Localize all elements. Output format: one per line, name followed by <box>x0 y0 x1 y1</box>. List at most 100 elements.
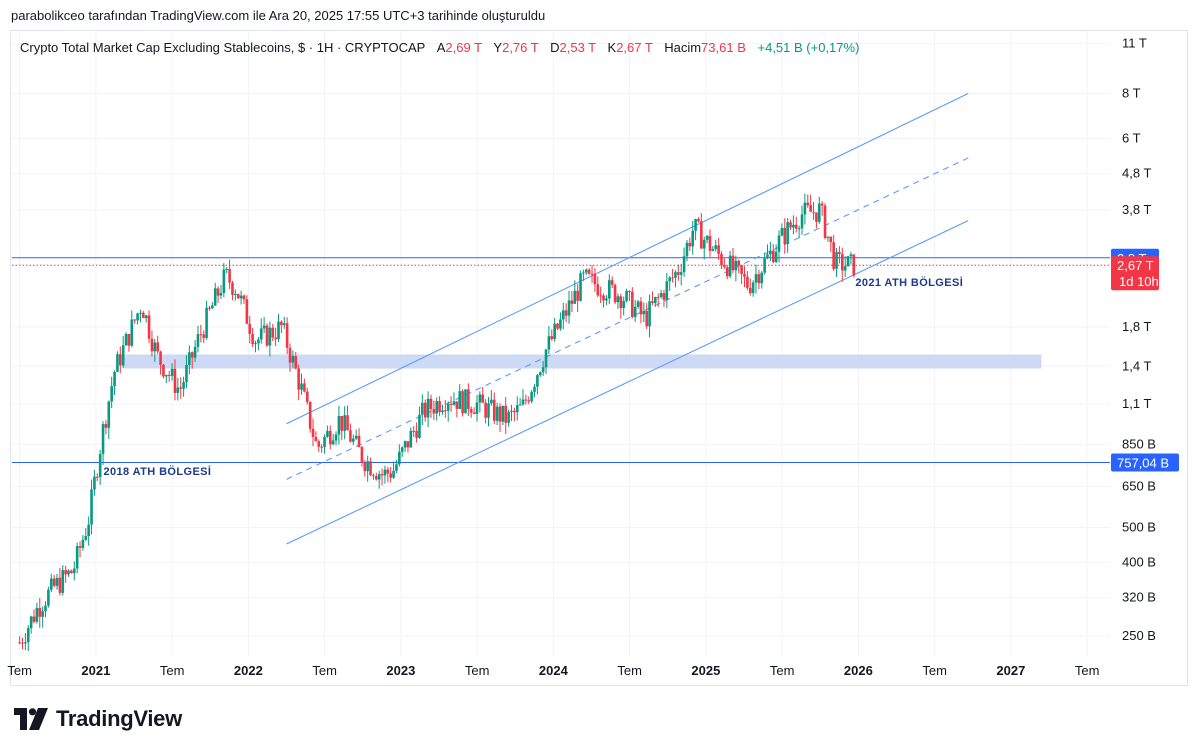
candle-body[interactable] <box>582 272 585 274</box>
candle-body[interactable] <box>320 446 323 448</box>
candle-body[interactable] <box>769 250 772 255</box>
candle-body[interactable] <box>380 474 384 476</box>
candle-body[interactable] <box>444 410 447 412</box>
candle-body[interactable] <box>297 368 300 390</box>
candle-body[interactable] <box>337 415 341 435</box>
candle-body[interactable] <box>481 394 485 403</box>
candle-body[interactable] <box>403 441 407 448</box>
candle-body[interactable] <box>349 430 352 442</box>
candle-body[interactable] <box>104 424 108 428</box>
candle-body[interactable] <box>228 268 231 283</box>
brand[interactable]: TradingView <box>14 706 182 732</box>
candle-body[interactable] <box>18 642 21 644</box>
channel-middle-line[interactable] <box>286 157 969 480</box>
candle-body[interactable] <box>570 300 574 304</box>
candle-body[interactable] <box>754 274 758 283</box>
candle-body[interactable] <box>150 338 154 352</box>
candle-body[interactable] <box>538 372 542 376</box>
candle-body[interactable] <box>331 440 335 445</box>
candle-body[interactable] <box>596 284 600 296</box>
candle-body[interactable] <box>573 290 577 304</box>
candle-body[interactable] <box>786 222 789 244</box>
candle-body[interactable] <box>395 464 398 471</box>
candle-body[interactable] <box>389 473 392 478</box>
candle-body[interactable] <box>354 435 358 439</box>
candle-body[interactable] <box>714 245 718 249</box>
candle-body[interactable] <box>153 342 157 352</box>
candle-body[interactable] <box>254 343 257 345</box>
candle-body[interactable] <box>478 394 482 403</box>
candle-body[interactable] <box>357 435 361 448</box>
candle-body[interactable] <box>429 398 433 410</box>
candle-body[interactable] <box>668 277 672 282</box>
candle-body[interactable] <box>173 368 177 393</box>
candle-body[interactable] <box>472 412 476 414</box>
candle-body[interactable] <box>61 570 65 593</box>
candle-body[interactable] <box>608 280 611 299</box>
candle-body[interactable] <box>72 568 76 574</box>
candle-body[interactable] <box>326 430 329 437</box>
candle-body[interactable] <box>190 352 194 358</box>
candle-body[interactable] <box>725 267 729 277</box>
candle-body[interactable] <box>723 264 726 268</box>
candle-body[interactable] <box>507 411 510 423</box>
candle-body[interactable] <box>567 300 571 316</box>
candle-body[interactable] <box>631 291 634 318</box>
candle-body[interactable] <box>763 258 766 273</box>
candle-body[interactable] <box>124 334 128 346</box>
candle-body[interactable] <box>642 310 646 315</box>
candle-body[interactable] <box>142 312 145 319</box>
candle-body[interactable] <box>774 251 778 262</box>
candle-body[interactable] <box>208 307 211 309</box>
candle-body[interactable] <box>809 205 812 212</box>
candle-body[interactable] <box>748 287 752 294</box>
candle-body[interactable] <box>556 323 559 329</box>
candle-body[interactable] <box>832 242 835 269</box>
candle-body[interactable] <box>852 254 856 276</box>
candle-body[interactable] <box>800 214 804 229</box>
candle-body[interactable] <box>783 228 787 244</box>
candle-body[interactable] <box>579 273 582 301</box>
candle-body[interactable] <box>777 235 781 252</box>
candlestick-chart[interactable]: 2018 ATH BÖLGESİ 2021 ATH BÖLGESİ 250 B 320… <box>0 0 1200 690</box>
candle-body[interactable] <box>29 616 33 629</box>
candle-body[interactable] <box>340 415 344 431</box>
candle-body[interactable] <box>495 406 499 421</box>
candle-body[interactable] <box>38 607 42 617</box>
candle-body[interactable] <box>170 368 174 376</box>
candle-body[interactable] <box>75 546 79 569</box>
candle-body[interactable] <box>674 272 677 278</box>
candle-body[interactable] <box>176 387 180 393</box>
candle-body[interactable] <box>593 273 597 285</box>
candle-body[interactable] <box>498 406 502 422</box>
channel-upper-line[interactable] <box>286 92 969 425</box>
candle-body[interactable] <box>156 342 159 352</box>
candle-body[interactable] <box>234 293 237 295</box>
candle-body[interactable] <box>343 415 346 431</box>
candle-body[interactable] <box>533 386 536 392</box>
candle-body[interactable] <box>369 461 372 476</box>
candle-body[interactable] <box>510 410 513 412</box>
candle-body[interactable] <box>541 367 545 373</box>
candle-body[interactable] <box>147 315 151 339</box>
candle-body[interactable] <box>743 273 746 277</box>
candle-body[interactable] <box>274 337 277 340</box>
candle-body[interactable] <box>504 405 508 423</box>
candle-body[interactable] <box>64 570 67 575</box>
candle-body[interactable] <box>651 301 654 304</box>
candle-body[interactable] <box>372 475 375 477</box>
candle-body[interactable] <box>527 400 531 402</box>
candle-body[interactable] <box>843 266 847 271</box>
candle-body[interactable] <box>317 441 321 447</box>
candle-body[interactable] <box>159 351 162 365</box>
candle-body[interactable] <box>452 401 456 405</box>
candle-body[interactable] <box>792 224 795 228</box>
candle-body[interactable] <box>771 250 775 262</box>
candle-body[interactable] <box>628 291 631 293</box>
candle-body[interactable] <box>236 293 240 299</box>
candle-body[interactable] <box>139 312 142 314</box>
candle-body[interactable] <box>58 577 62 593</box>
candle-body[interactable] <box>432 409 436 414</box>
candle-body[interactable] <box>697 219 700 222</box>
candle-body[interactable] <box>366 461 369 472</box>
